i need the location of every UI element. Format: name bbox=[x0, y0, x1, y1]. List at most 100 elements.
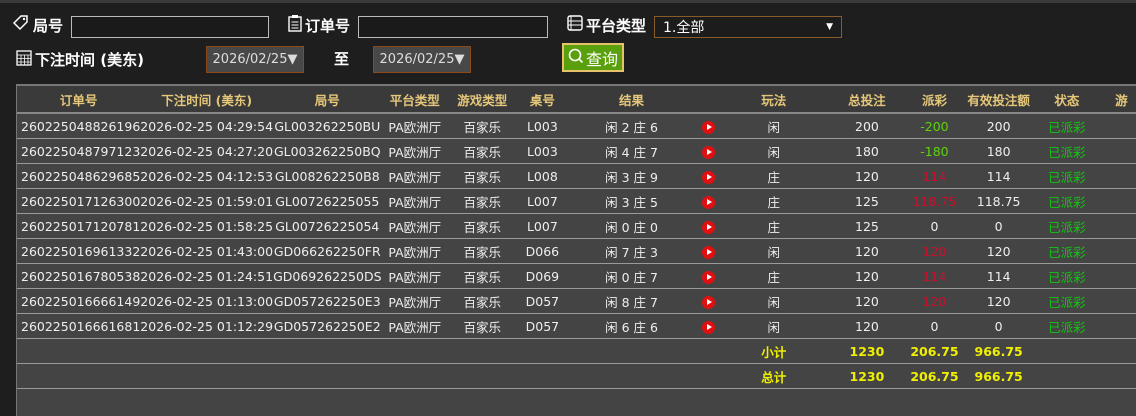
cell-status: 已派彩 bbox=[1037, 138, 1096, 164]
play-video-icon[interactable] bbox=[702, 145, 716, 159]
cell-round-no: GD066262250FR bbox=[273, 238, 382, 264]
cell-platform: PA欧洲厅 bbox=[381, 113, 449, 139]
table-row: 260225016961332 2026-02-25 01:43:00 GD0662… bbox=[17, 238, 1136, 264]
play-video-icon[interactable] bbox=[702, 270, 716, 284]
header-game-type: 游戏类型 bbox=[448, 86, 517, 114]
cell-game-type: 百家乐 bbox=[448, 163, 517, 189]
cell-bet-time: 2026-02-25 01:58:25 bbox=[140, 213, 274, 239]
to-label: 至 bbox=[334, 50, 350, 68]
cell-game-type: 百家乐 bbox=[448, 313, 517, 339]
tag-icon bbox=[12, 14, 30, 36]
cell-order-no: 260225016661681 bbox=[17, 313, 141, 339]
total-bet: 1230 bbox=[824, 363, 910, 389]
cell-game bbox=[1095, 188, 1136, 214]
cell-order-no: 260225048629685 bbox=[17, 163, 141, 189]
cell-game bbox=[1095, 238, 1136, 264]
cell-total-bet: 120 bbox=[824, 313, 910, 339]
cell-order-no: 260225016961332 bbox=[17, 238, 141, 264]
header-replay bbox=[694, 86, 724, 114]
cell-order-no: 260225016666149 bbox=[17, 288, 141, 314]
cell-order-no: 260225017126300 bbox=[17, 188, 141, 214]
date-from-select[interactable]: 2026/02/25▼ bbox=[206, 46, 304, 73]
cell-result: 闲 2 庄 6 bbox=[568, 113, 695, 139]
cell-total-bet: 120 bbox=[824, 163, 910, 189]
cell-game bbox=[1095, 138, 1136, 164]
cell-round-no: GL003262250BQ bbox=[273, 138, 382, 164]
cell-order-no: 260225048826196 bbox=[17, 113, 141, 139]
cell-round-no: GL003262250BU bbox=[273, 113, 382, 139]
total-valid: 966.75 bbox=[959, 363, 1038, 389]
play-video-icon[interactable] bbox=[702, 120, 716, 134]
cell-payout: 114 bbox=[909, 163, 960, 189]
caret-down-icon: ▼ bbox=[826, 22, 833, 32]
cell-status: 已派彩 bbox=[1037, 213, 1096, 239]
play-video-icon[interactable] bbox=[702, 295, 716, 309]
bet-records-table: 订单号 下注时间 (美东) 局号 平台类型 游戏类型 桌号 结果 玩法 总投注 派彩 有效投注额 状态… bbox=[16, 84, 1136, 416]
round-input[interactable] bbox=[71, 16, 269, 38]
total-payout: 206.75 bbox=[909, 363, 960, 389]
cell-order-no: 260225016780538 bbox=[17, 263, 141, 289]
subtotal-row: 小计 1230 206.75 966.75 bbox=[17, 338, 1136, 364]
cell-total-bet: 120 bbox=[824, 238, 910, 264]
table-row: 260225016780538 2026-02-25 01:24:51 GD0692… bbox=[17, 263, 1136, 289]
cell-table-no: D066 bbox=[516, 238, 569, 264]
cell-game bbox=[1095, 288, 1136, 314]
cell-bet-type: 庄 bbox=[723, 188, 825, 214]
query-button[interactable]: 查询 bbox=[562, 43, 624, 72]
time-label: 下注时间 (美东) bbox=[16, 48, 144, 70]
cell-replay bbox=[694, 238, 724, 264]
total-row: 总计 1230 206.75 966.75 bbox=[17, 363, 1136, 389]
header-status: 状态 bbox=[1037, 86, 1096, 114]
cell-game bbox=[1095, 263, 1136, 289]
date-to-select[interactable]: 2026/02/25▼ bbox=[373, 46, 471, 73]
round-label: 局号 bbox=[12, 14, 63, 36]
table-row: 260225048826196 2026-02-25 04:29:54 GL0032… bbox=[17, 113, 1136, 139]
cell-order-no: 260225048797123 bbox=[17, 138, 141, 164]
play-video-icon[interactable] bbox=[702, 245, 716, 259]
cell-result: 闲 0 庄 0 bbox=[568, 213, 695, 239]
cell-result: 闲 8 庄 7 bbox=[568, 288, 695, 314]
header-payout: 派彩 bbox=[909, 86, 960, 114]
header-bet-type: 玩法 bbox=[723, 86, 825, 114]
order-label: 订单号 bbox=[288, 14, 350, 36]
top-border bbox=[0, 0, 1136, 3]
cell-game bbox=[1095, 163, 1136, 189]
cell-result: 闲 0 庄 7 bbox=[568, 263, 695, 289]
table-row: 260225016661681 2026-02-25 01:12:29 GD0572… bbox=[17, 313, 1136, 339]
cell-valid-bet: 0 bbox=[959, 213, 1038, 239]
platform-select[interactable]: 1.全部 ▼ bbox=[654, 16, 842, 38]
cell-bet-type: 闲 bbox=[723, 138, 825, 164]
cell-table-no: L007 bbox=[516, 188, 569, 214]
cell-result: 闲 3 庄 5 bbox=[568, 188, 695, 214]
table-row: 260225048797123 2026-02-25 04:27:20 GL0032… bbox=[17, 138, 1136, 164]
cell-order-no: 260225017120781 bbox=[17, 213, 141, 239]
cell-status: 已派彩 bbox=[1037, 238, 1096, 264]
cell-replay bbox=[694, 263, 724, 289]
cell-total-bet: 200 bbox=[824, 113, 910, 139]
cell-platform: PA欧洲厅 bbox=[381, 263, 449, 289]
header-game: 游 bbox=[1095, 86, 1136, 114]
platform-label: 平台类型 bbox=[567, 14, 646, 36]
cell-replay bbox=[694, 288, 724, 314]
cell-result: 闲 4 庄 7 bbox=[568, 138, 695, 164]
cell-payout: 120 bbox=[909, 288, 960, 314]
list-icon bbox=[567, 14, 583, 36]
cell-result: 闲 6 庄 6 bbox=[568, 313, 695, 339]
clipboard-icon bbox=[288, 14, 302, 36]
cell-valid-bet: 114 bbox=[959, 263, 1038, 289]
cell-table-no: D069 bbox=[516, 263, 569, 289]
order-input[interactable] bbox=[358, 16, 548, 38]
cell-bet-type: 庄 bbox=[723, 213, 825, 239]
cell-round-no: GD057262250E2 bbox=[273, 313, 382, 339]
play-video-icon[interactable] bbox=[702, 170, 716, 184]
play-video-icon[interactable] bbox=[702, 220, 716, 234]
play-video-icon[interactable] bbox=[702, 320, 716, 334]
cell-platform: PA欧洲厅 bbox=[381, 163, 449, 189]
cell-replay bbox=[694, 188, 724, 214]
cell-status: 已派彩 bbox=[1037, 263, 1096, 289]
header-platform: 平台类型 bbox=[381, 86, 449, 114]
cell-platform: PA欧洲厅 bbox=[381, 213, 449, 239]
cell-total-bet: 125 bbox=[824, 213, 910, 239]
cell-bet-type: 庄 bbox=[723, 263, 825, 289]
play-video-icon[interactable] bbox=[702, 195, 716, 209]
